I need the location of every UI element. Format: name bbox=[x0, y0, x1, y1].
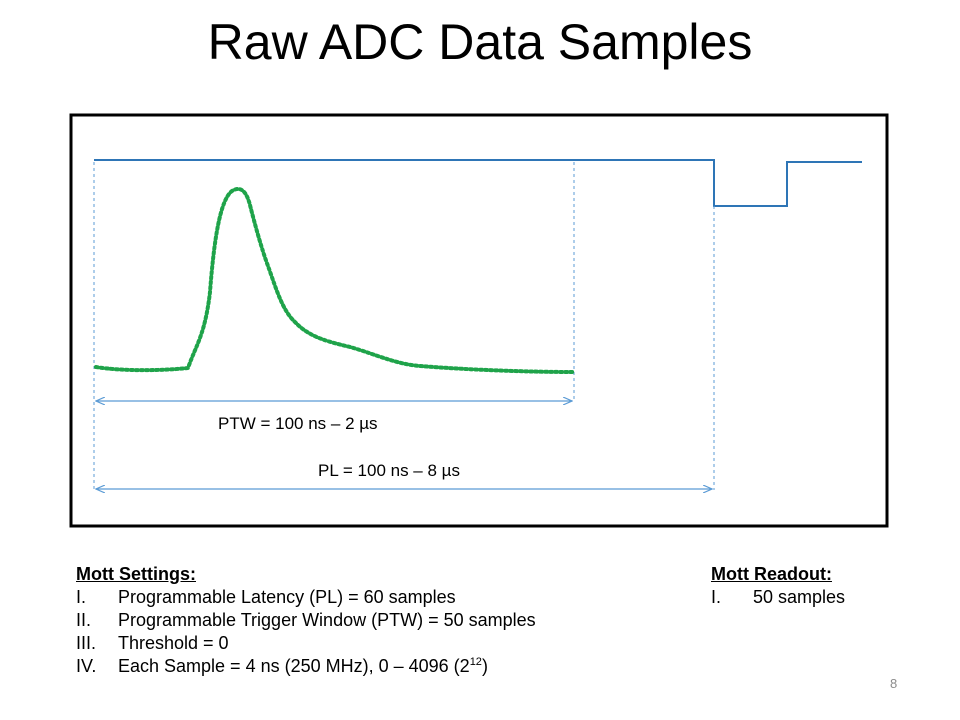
slide-number: 8 bbox=[890, 676, 898, 691]
settings-item: I. Programmable Latency (PL) = 60 sample… bbox=[76, 586, 676, 609]
mott-readout-panel: Mott Readout: I. 50 samples bbox=[711, 563, 911, 609]
settings-item-number: II. bbox=[76, 610, 92, 630]
mott-readout-heading: Mott Readout: bbox=[711, 564, 832, 584]
settings-item-text: Programmable Latency (PL) = 60 samples bbox=[118, 587, 456, 607]
settings-item: III. Threshold = 0 bbox=[76, 632, 676, 655]
settings-item-text-main: Each Sample = 4 ns (250 MHz), 0 – 4096 (… bbox=[118, 656, 470, 676]
exponent: 12 bbox=[469, 656, 482, 668]
settings-item-text: Each Sample = 4 ns (250 MHz), 0 – 4096 (… bbox=[118, 655, 488, 678]
mott-settings-heading: Mott Settings: bbox=[76, 564, 196, 584]
settings-item-text: Programmable Trigger Window (PTW) = 50 s… bbox=[118, 610, 536, 630]
ptw-label: PTW = 100 ns – 2 µs bbox=[218, 414, 378, 433]
pl-label: PL = 100 ns – 8 µs bbox=[318, 461, 460, 480]
settings-item-number: I. bbox=[76, 587, 87, 607]
settings-item-number: IV. bbox=[76, 656, 97, 676]
settings-item-number: III. bbox=[76, 633, 97, 653]
adc-pulse-waveform bbox=[94, 186, 576, 374]
slide-title: Raw ADC Data Samples bbox=[207, 14, 753, 70]
settings-item: IV. Each Sample = 4 ns (250 MHz), 0 – 40… bbox=[76, 655, 676, 678]
readout-item-number: I. bbox=[711, 587, 722, 607]
readout-item: I. 50 samples bbox=[711, 586, 911, 609]
settings-item: II. Programmable Trigger Window (PTW) = … bbox=[76, 609, 676, 632]
readout-item-text: 50 samples bbox=[753, 587, 846, 607]
signal-line bbox=[94, 159, 862, 207]
settings-item-text-tail: ) bbox=[481, 656, 488, 676]
settings-item-text: Threshold = 0 bbox=[118, 633, 229, 653]
mott-settings-panel: Mott Settings: I. Programmable Latency (… bbox=[76, 563, 676, 678]
diagram-frame bbox=[69, 113, 889, 528]
